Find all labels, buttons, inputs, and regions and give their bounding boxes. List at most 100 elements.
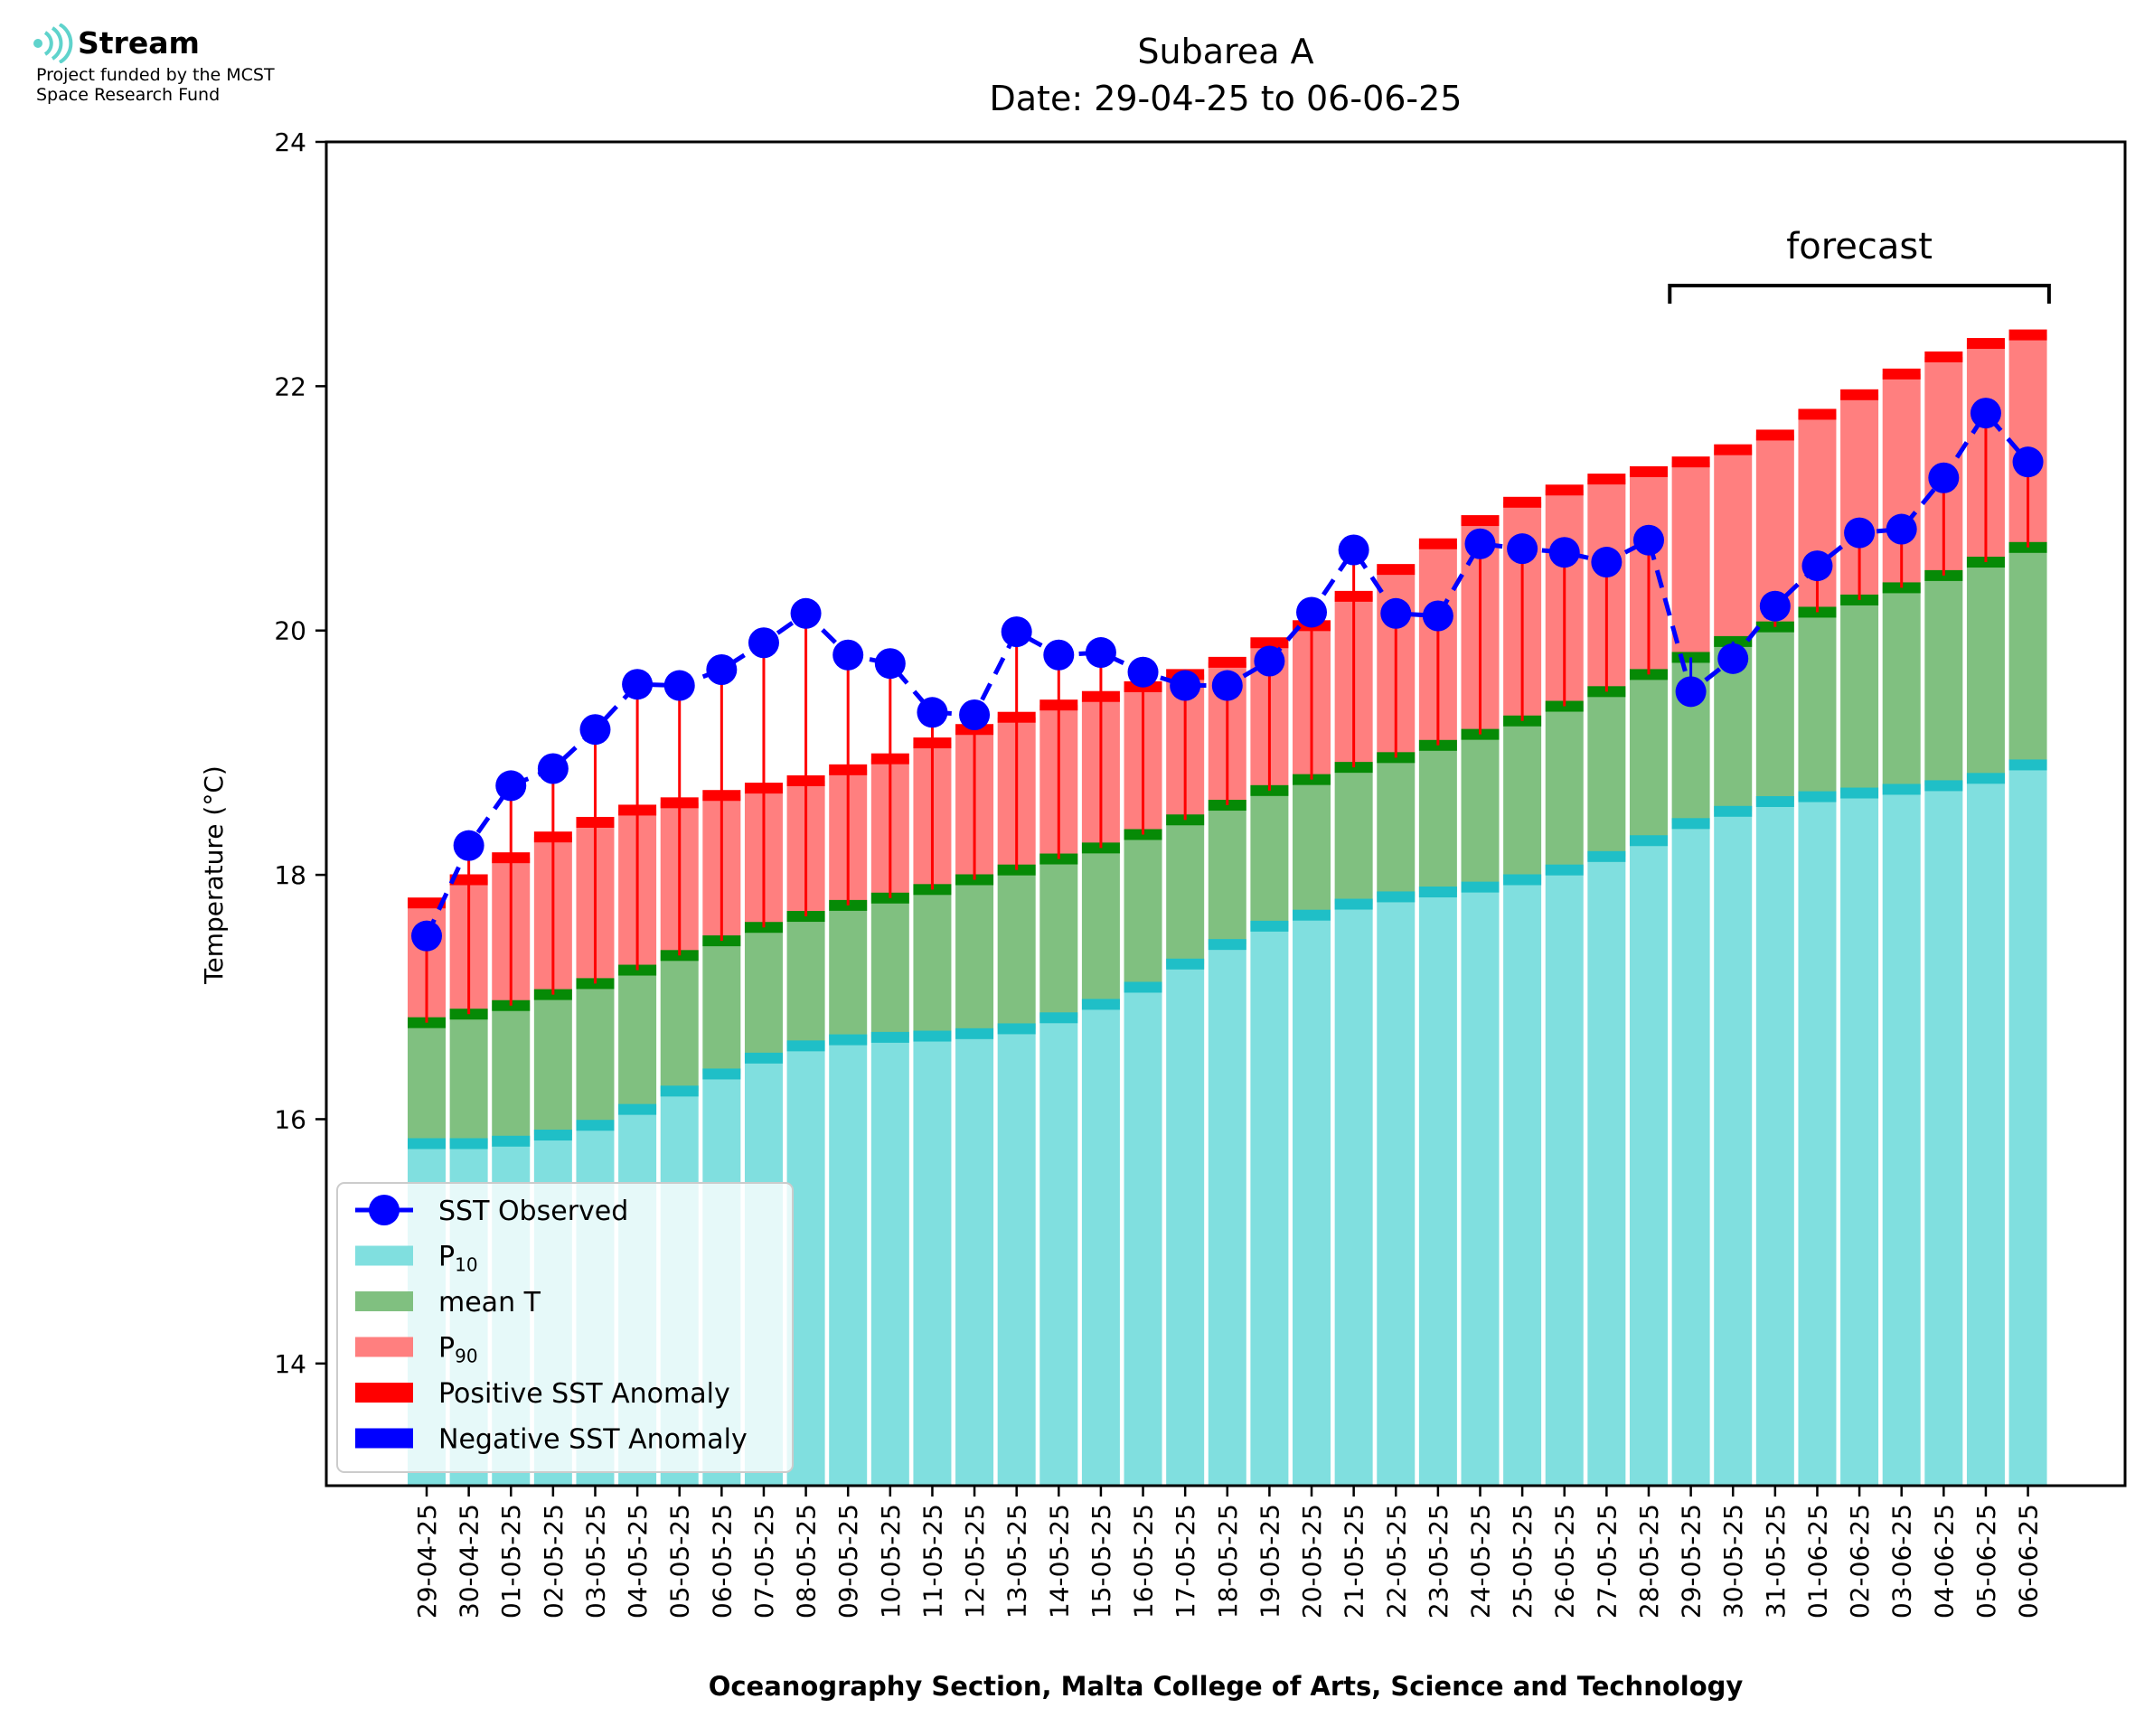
- logo-name: Stream: [78, 25, 200, 61]
- p10-edge: [1629, 835, 1668, 847]
- x-tick-label: 28-05-25: [1634, 1504, 1664, 1619]
- p10-edge: [1293, 909, 1331, 921]
- x-tick-label: 02-05-25: [539, 1504, 569, 1619]
- p10-bar: [1208, 944, 1246, 1486]
- y-tick-label: 16: [274, 1104, 306, 1134]
- x-tick-label: 10-05-25: [876, 1504, 906, 1619]
- p10-edge: [997, 1023, 1036, 1035]
- mean-bar: [449, 1014, 488, 1144]
- observed-point: [1464, 528, 1496, 559]
- p10-bar: [1081, 1004, 1120, 1486]
- p90-edge: [1882, 368, 1921, 380]
- observed-point: [453, 830, 484, 861]
- p90-edge: [1714, 444, 1753, 455]
- chart-title: Subarea A: [1137, 32, 1313, 71]
- mean-bar: [1966, 562, 2005, 779]
- x-tick-label: 16-05-25: [1129, 1504, 1159, 1619]
- p90-edge: [1671, 456, 1710, 468]
- p10-edge: [1418, 887, 1457, 898]
- observed-point: [1170, 670, 1201, 701]
- mean-bar: [997, 869, 1036, 1029]
- mean-bar: [1755, 626, 1794, 802]
- p10-edge: [1166, 958, 1205, 970]
- observed-point: [1548, 537, 1580, 568]
- observed-point: [1043, 639, 1075, 671]
- legend-label-negative_anomaly: Negative SST Anomaly: [438, 1424, 748, 1456]
- x-tick-label: 26-05-25: [1550, 1504, 1580, 1619]
- observed-point: [622, 669, 654, 700]
- y-tick-label: 22: [274, 371, 306, 401]
- p10-edge: [576, 1120, 615, 1131]
- legend-label-observed: SST Observed: [438, 1196, 628, 1227]
- p10-edge: [786, 1040, 825, 1052]
- p10-edge: [1840, 787, 1879, 799]
- x-tick-label: 05-06-25: [1971, 1504, 2001, 1619]
- x-tick-label: 29-05-25: [1677, 1504, 1707, 1619]
- mean-bar: [1124, 834, 1162, 988]
- forecast-annotation: forecast: [1668, 226, 2051, 304]
- stream-logo: Stream Project funded by the MCST Space …: [33, 22, 331, 112]
- p90-edge: [1587, 474, 1626, 485]
- x-tick-label: 04-06-25: [1929, 1504, 1959, 1619]
- p10-bar: [870, 1037, 909, 1486]
- x-tick-label: 15-05-25: [1086, 1504, 1116, 1619]
- x-tick-label: 14-05-25: [1044, 1504, 1074, 1619]
- x-tick-label: 18-05-25: [1213, 1504, 1243, 1619]
- p10-bar: [1671, 823, 1710, 1486]
- p10-bar: [1924, 785, 1963, 1486]
- observed-point: [1632, 524, 1664, 556]
- p10-edge: [702, 1068, 741, 1080]
- p10-edge: [1882, 784, 1921, 795]
- y-axis-label: Temperature (°C): [199, 765, 229, 985]
- observed-point: [1591, 547, 1623, 578]
- p90-edge: [1503, 496, 1542, 508]
- p10-edge: [1250, 920, 1289, 932]
- p10-edge: [913, 1030, 952, 1042]
- p90-edge: [1545, 484, 1584, 496]
- p10-bar: [1714, 811, 1753, 1486]
- x-tick-label: 30-05-25: [1718, 1504, 1748, 1619]
- mean-bar: [702, 941, 741, 1074]
- observed-point: [1001, 616, 1032, 648]
- observed-point: [1886, 513, 1917, 545]
- observed-point: [537, 753, 569, 784]
- x-tick-label: 12-05-25: [960, 1504, 990, 1619]
- observed-point: [1844, 517, 1876, 549]
- legend-swatch-p90: [355, 1337, 413, 1357]
- observed-point: [2012, 446, 2044, 478]
- x-tick-label: 24-05-25: [1466, 1504, 1496, 1619]
- observed-point: [832, 639, 864, 671]
- p10-bar: [1124, 987, 1162, 1486]
- legend-swatch-negative_anomaly: [355, 1428, 413, 1449]
- legend-box: [336, 1182, 794, 1473]
- chart-subtitle: Date: 29-04-25 to 06-06-25: [990, 79, 1463, 118]
- p10-bar: [1840, 793, 1879, 1486]
- mean-bar: [1208, 805, 1246, 945]
- x-tick-label: 31-05-25: [1761, 1504, 1791, 1619]
- p90-edge: [408, 897, 446, 909]
- p10-edge: [955, 1028, 994, 1039]
- mean-bar: [1250, 790, 1289, 926]
- mean-bar: [660, 955, 699, 1092]
- mean-bar: [1461, 734, 1500, 887]
- observed-point: [1970, 398, 2001, 429]
- legend-label-mean: mean T: [438, 1287, 541, 1318]
- observed-point: [1717, 643, 1749, 674]
- legend-swatch-positive_anomaly: [355, 1383, 413, 1403]
- p10-edge: [660, 1085, 699, 1097]
- p10-bar: [1545, 869, 1584, 1486]
- observed-point: [1338, 534, 1369, 566]
- mean-bar: [2008, 547, 2047, 765]
- mean-bar: [786, 916, 825, 1046]
- mean-bar: [870, 897, 909, 1037]
- mean-bar: [913, 889, 952, 1037]
- x-tick-label: 01-06-25: [1802, 1504, 1832, 1619]
- x-tick-label: 04-05-25: [623, 1504, 653, 1619]
- p10-edge: [1124, 981, 1162, 993]
- mean-bar: [1882, 587, 1921, 790]
- p10-edge: [1714, 805, 1753, 817]
- mean-bar: [1293, 779, 1331, 915]
- x-tick-label: 22-05-25: [1381, 1504, 1411, 1619]
- mean-bar: [408, 1022, 446, 1144]
- p90-edge: [1755, 429, 1794, 441]
